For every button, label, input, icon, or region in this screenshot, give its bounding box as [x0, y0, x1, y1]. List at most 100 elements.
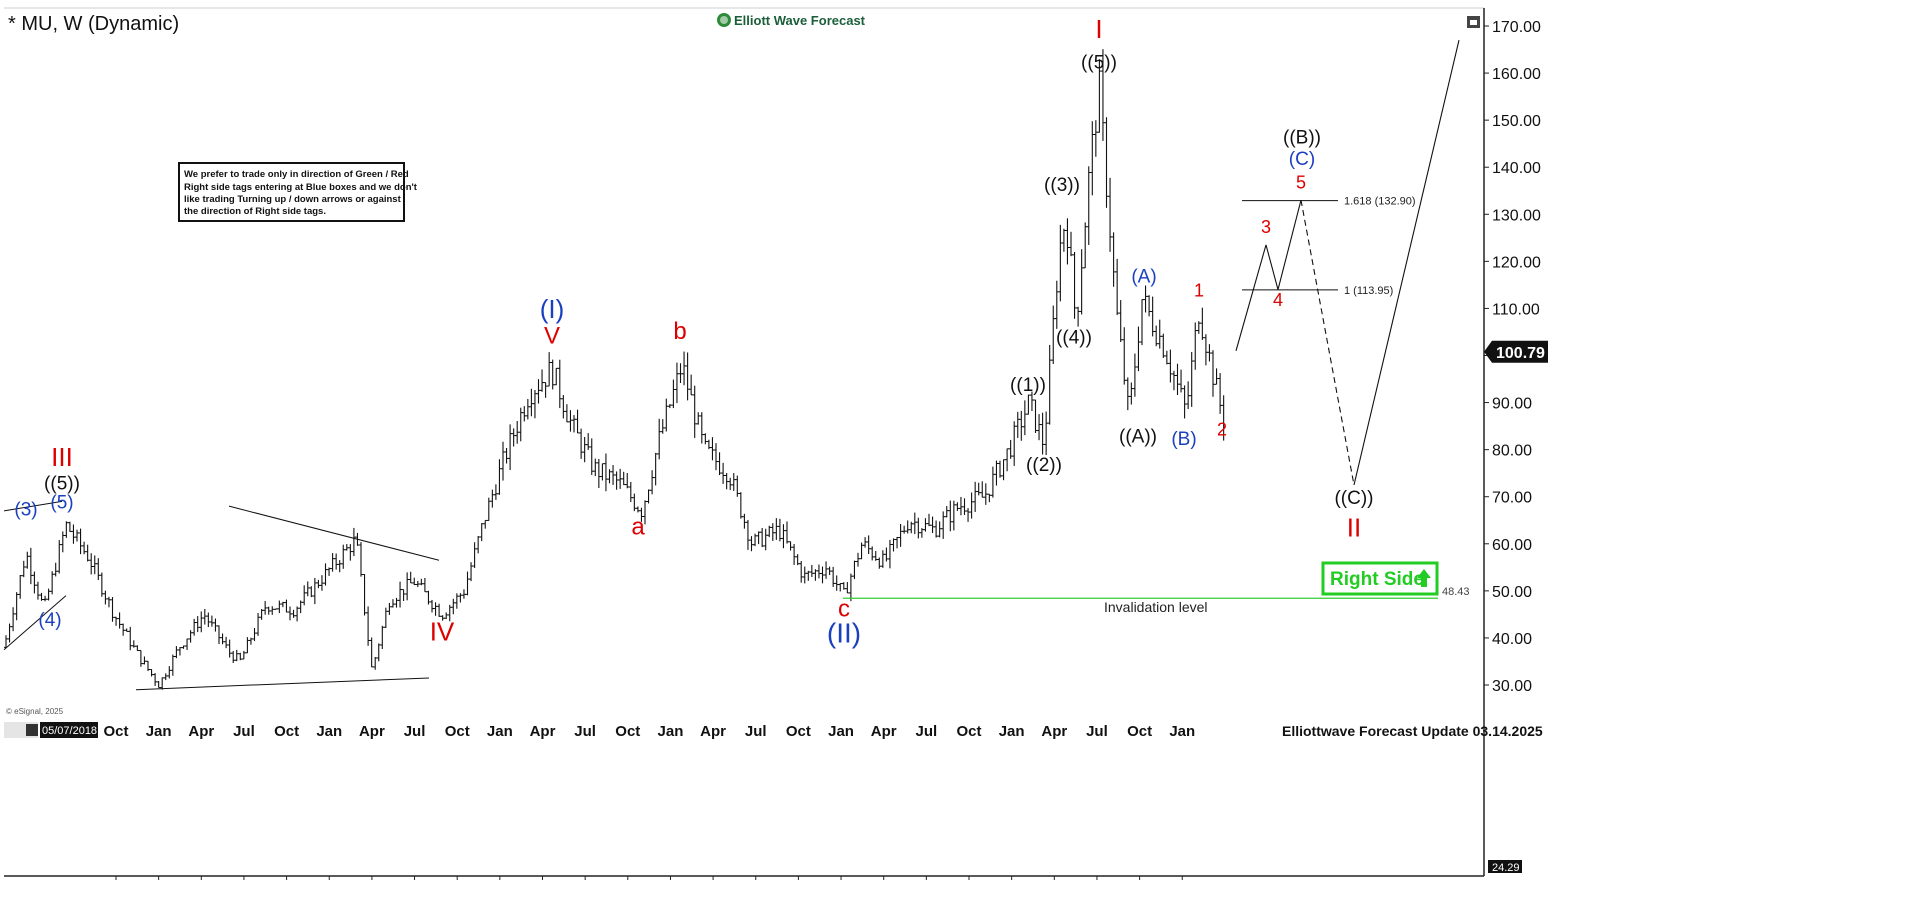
y-tick-label: 140.00 — [1492, 160, 1541, 177]
wave-label: III — [51, 442, 73, 472]
projection-segment — [1277, 200, 1302, 290]
x-tick-label: Oct — [786, 723, 811, 740]
note-line-1: We prefer to trade only in direction of … — [184, 169, 409, 180]
price-bars — [4, 49, 1226, 690]
bottom-price-tag: 24.29 — [1488, 860, 1522, 874]
arrow-up-icon — [1417, 569, 1431, 587]
trendline — [3, 595, 67, 651]
wave-label: I — [1095, 14, 1102, 44]
trendline — [135, 677, 430, 691]
y-tick-label: 170.00 — [1492, 19, 1541, 36]
wave-label: (I) — [540, 294, 565, 324]
wave-labels: III((5))(5)(3)(4) IV(I)Vabc(II)((1))((2))… — [14, 14, 1373, 649]
y-tick-label: 150.00 — [1492, 113, 1541, 130]
x-tick-label: Jan — [146, 723, 172, 740]
price-axis: 170.00 160.00 150.00 140.00 130.00 120.00 110.… — [1484, 19, 1541, 695]
wave-label: V — [544, 323, 560, 350]
last-price-tag: 100.79 — [1484, 340, 1548, 363]
wave-label: 1 — [1194, 281, 1204, 301]
x-tick-label: Jan — [487, 723, 513, 740]
x-tick-label: Jul — [574, 723, 596, 740]
wave-label: 2 — [1217, 420, 1227, 440]
fib-level-label: 1.618 (132.90) — [1344, 196, 1416, 208]
y-tick-label: 160.00 — [1492, 66, 1541, 83]
y-tick-label: 120.00 — [1492, 254, 1541, 271]
bottom-info-strip: © eSignal, 2025 05/07/2018 Elliottwave F… — [4, 707, 1543, 739]
projection-segment — [1265, 244, 1279, 290]
copyright-label: © eSignal, 2025 — [6, 707, 64, 716]
fib-level-label: 1 (113.95) — [1344, 285, 1393, 297]
trading-note-box: We prefer to trade only in direction of … — [178, 162, 418, 222]
x-tick-label: Jan — [1169, 723, 1195, 740]
trendlines — [3, 500, 440, 691]
x-tick-label: Oct — [615, 723, 640, 740]
x-tick-label: Apr — [530, 723, 556, 740]
bottom-price-label: 24.29 — [1492, 862, 1520, 874]
time-axis: Oct Jan Apr Jul Oct Jan Apr Jul Oct Jan Apr Jul Oct J… — [103, 723, 1195, 880]
x-tick-label: Jul — [233, 723, 255, 740]
note-line-3: like trading Turning up / down arrows or… — [184, 194, 402, 205]
wave-label: II — [1347, 513, 1361, 543]
y-tick-label: 110.00 — [1492, 301, 1540, 318]
y-tick-label: 80.00 — [1492, 443, 1532, 460]
wave-label: c — [838, 596, 850, 623]
x-tick-label: Jul — [916, 723, 938, 740]
x-tick-label: Oct — [956, 723, 981, 740]
wave-label: b — [673, 318, 686, 345]
x-tick-label: Jan — [658, 723, 684, 740]
wave-label: ((5)) — [44, 474, 80, 495]
x-tick-label: Jul — [1086, 723, 1108, 740]
wave-label: (A) — [1131, 267, 1156, 288]
wave-label: (B) — [1171, 429, 1196, 450]
wave-label: (4) — [38, 610, 61, 631]
y-tick-label: 30.00 — [1492, 678, 1532, 695]
y-tick-label: 40.00 — [1492, 631, 1532, 648]
x-tick-label: Apr — [359, 723, 385, 740]
x-tick-label: Jan — [999, 723, 1025, 740]
wave-label: a — [631, 513, 645, 540]
x-tick-label: Apr — [700, 723, 726, 740]
trendline — [228, 505, 440, 561]
x-tick-label: Jan — [828, 723, 854, 740]
wave-label: ((2)) — [1026, 455, 1062, 476]
wave-label: 5 — [1296, 172, 1306, 192]
projection-segment — [1353, 39, 1460, 486]
fibonacci-levels: 1.618 (132.90) 1 (113.95) — [1242, 196, 1416, 297]
calendar-icon[interactable] — [26, 724, 38, 736]
wave-label: IV — [430, 616, 455, 646]
trendline — [3, 500, 63, 512]
right-side-tag: Right Side — [1321, 561, 1439, 596]
x-tick-label: Oct — [274, 723, 299, 740]
update-label: Elliottwave Forecast Update 03.14.2025 — [1282, 723, 1543, 739]
invalidation-value-label: 48.43 — [1442, 586, 1470, 598]
x-tick-label: Jan — [316, 723, 342, 740]
x-tick-label: Oct — [1127, 723, 1152, 740]
wave-label: (C) — [1289, 149, 1315, 170]
x-tick-label: Apr — [871, 723, 897, 740]
wave-label: ((3)) — [1044, 175, 1080, 196]
wave-label: ((5)) — [1081, 52, 1117, 73]
brand-logo: Elliott Wave Forecast — [717, 13, 866, 28]
note-line-2: Right side tags entering at Blue boxes a… — [184, 182, 418, 193]
y-tick-label: 50.00 — [1492, 584, 1532, 601]
brand-name: Elliott Wave Forecast — [734, 13, 866, 28]
x-tick-label: Jul — [404, 723, 426, 740]
last-price-label: 100.79 — [1496, 345, 1545, 362]
wave-label: (3) — [14, 500, 37, 521]
x-tick-label: Jul — [745, 723, 767, 740]
wave-label: ((C)) — [1334, 488, 1373, 509]
wave-label: (II) — [827, 618, 861, 649]
invalidation-label: Invalidation level — [1104, 599, 1208, 615]
wave-label: ((A)) — [1119, 427, 1157, 448]
y-tick-label: 90.00 — [1492, 396, 1532, 413]
window-restore-icon[interactable] — [1467, 16, 1480, 28]
wave-label: ((1)) — [1010, 375, 1046, 396]
y-tick-label: 130.00 — [1492, 207, 1541, 224]
wave-label: 3 — [1261, 217, 1271, 237]
wave-label: ((4)) — [1056, 328, 1092, 349]
x-tick-label: Oct — [103, 723, 128, 740]
note-line-4: the direction of Right side tags. — [184, 206, 326, 217]
wave-label: (5) — [50, 492, 73, 513]
